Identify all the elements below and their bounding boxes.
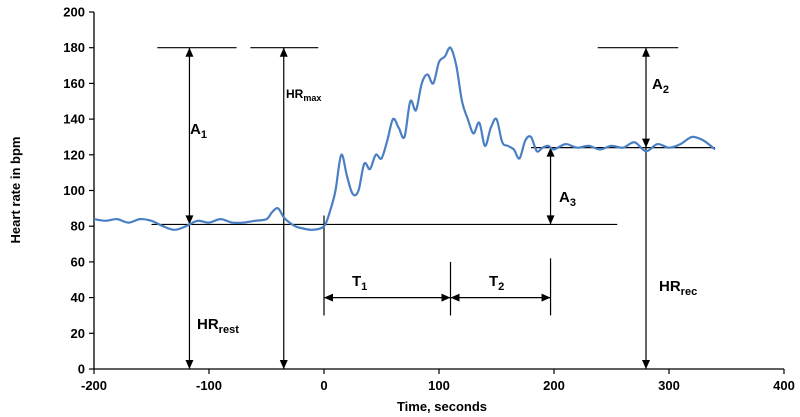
t2-arrow-left [451, 294, 460, 302]
hr-rec-arrow-down [642, 360, 650, 369]
x-tick-label: -100 [196, 378, 222, 393]
annotation-lines [152, 48, 716, 369]
a1-arrow-up [185, 48, 193, 57]
a3-arrow-down [547, 215, 555, 224]
series-layer [94, 48, 715, 230]
x-tick-label: -200 [81, 378, 107, 393]
y-tick-label: 40 [71, 290, 85, 305]
label-a1: A1 [190, 121, 207, 141]
y-tick-label: 140 [63, 112, 85, 127]
x-tick-label: 300 [658, 378, 680, 393]
y-tick-label: 120 [63, 147, 85, 162]
y-tick-label: 60 [71, 254, 85, 269]
y-tick-label: 0 [78, 362, 85, 377]
label-a3: A3 [559, 189, 576, 209]
y-tick-label: 100 [63, 183, 85, 198]
hr-max-arrow-down [280, 360, 288, 369]
x-tick-label: 0 [320, 378, 327, 393]
y-tick-label: 160 [63, 76, 85, 91]
t1-arrow-left [324, 294, 333, 302]
x-tick-label: 400 [773, 378, 795, 393]
label-hr-max: HRmax [286, 87, 321, 103]
hr-rec-arrow-mid [642, 139, 650, 148]
y-tick-label: 80 [71, 219, 85, 234]
label-t2: T2 [489, 273, 504, 293]
hr-max-arrow-up [280, 48, 288, 57]
y-tick-label: 20 [71, 326, 85, 341]
x-tick-label: 200 [543, 378, 565, 393]
x-axis-title: Time, seconds [397, 399, 487, 414]
label-a2: A2 [652, 76, 669, 96]
label-hr-rec: HRrec [659, 278, 697, 298]
t1-arrow-right [442, 294, 451, 302]
y-axis-title: Heart rate in bpm [8, 137, 23, 244]
label-t1: T1 [352, 273, 367, 293]
x-tick-label: 100 [428, 378, 450, 393]
tick-labels: -200 -100 0 100 200 300 400 0 20 40 60 80 100 120 140 1… [63, 5, 795, 394]
hr-rec-arrow-up [642, 48, 650, 57]
heart-rate-series-line [94, 48, 715, 230]
a1-arrow-bottom [185, 360, 193, 369]
label-hr-rest: HRrest [197, 316, 239, 336]
y-tick-label: 180 [63, 40, 85, 55]
t2-arrow-right [542, 294, 551, 302]
y-tick-label: 200 [63, 5, 85, 20]
